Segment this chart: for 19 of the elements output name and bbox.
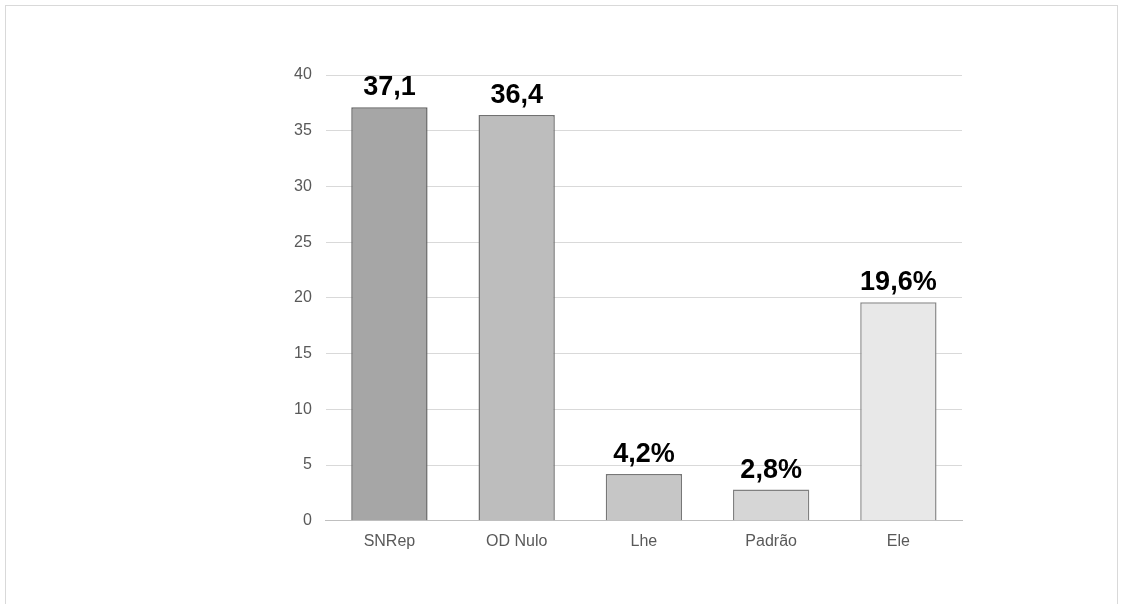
y-tick-label: 20 [294, 288, 312, 306]
y-tick-label: 40 [294, 65, 312, 83]
y-tick-label: 30 [294, 176, 312, 194]
data-label: 4,2% [613, 437, 675, 468]
y-tick-label: 5 [302, 455, 312, 473]
data-label: 19,6% [860, 266, 937, 297]
x-tick-label: Ele [886, 531, 911, 549]
x-tick-label: SNRep [363, 531, 416, 549]
data-label: 2,8% [740, 453, 802, 484]
data-label: 36,4 [490, 79, 543, 110]
y-tick-label: 0 [302, 511, 312, 529]
x-tick-label: OD Nulo [485, 531, 548, 549]
x-tick-label: Padrão [745, 531, 798, 549]
x-tick-label: Lhe [630, 531, 658, 549]
y-tick-label: 10 [294, 399, 312, 417]
y-tick-label: 25 [294, 232, 312, 250]
y-tick-label: 15 [294, 344, 312, 362]
y-tick-label: 35 [294, 121, 312, 139]
data-label: 37,1 [363, 71, 416, 102]
